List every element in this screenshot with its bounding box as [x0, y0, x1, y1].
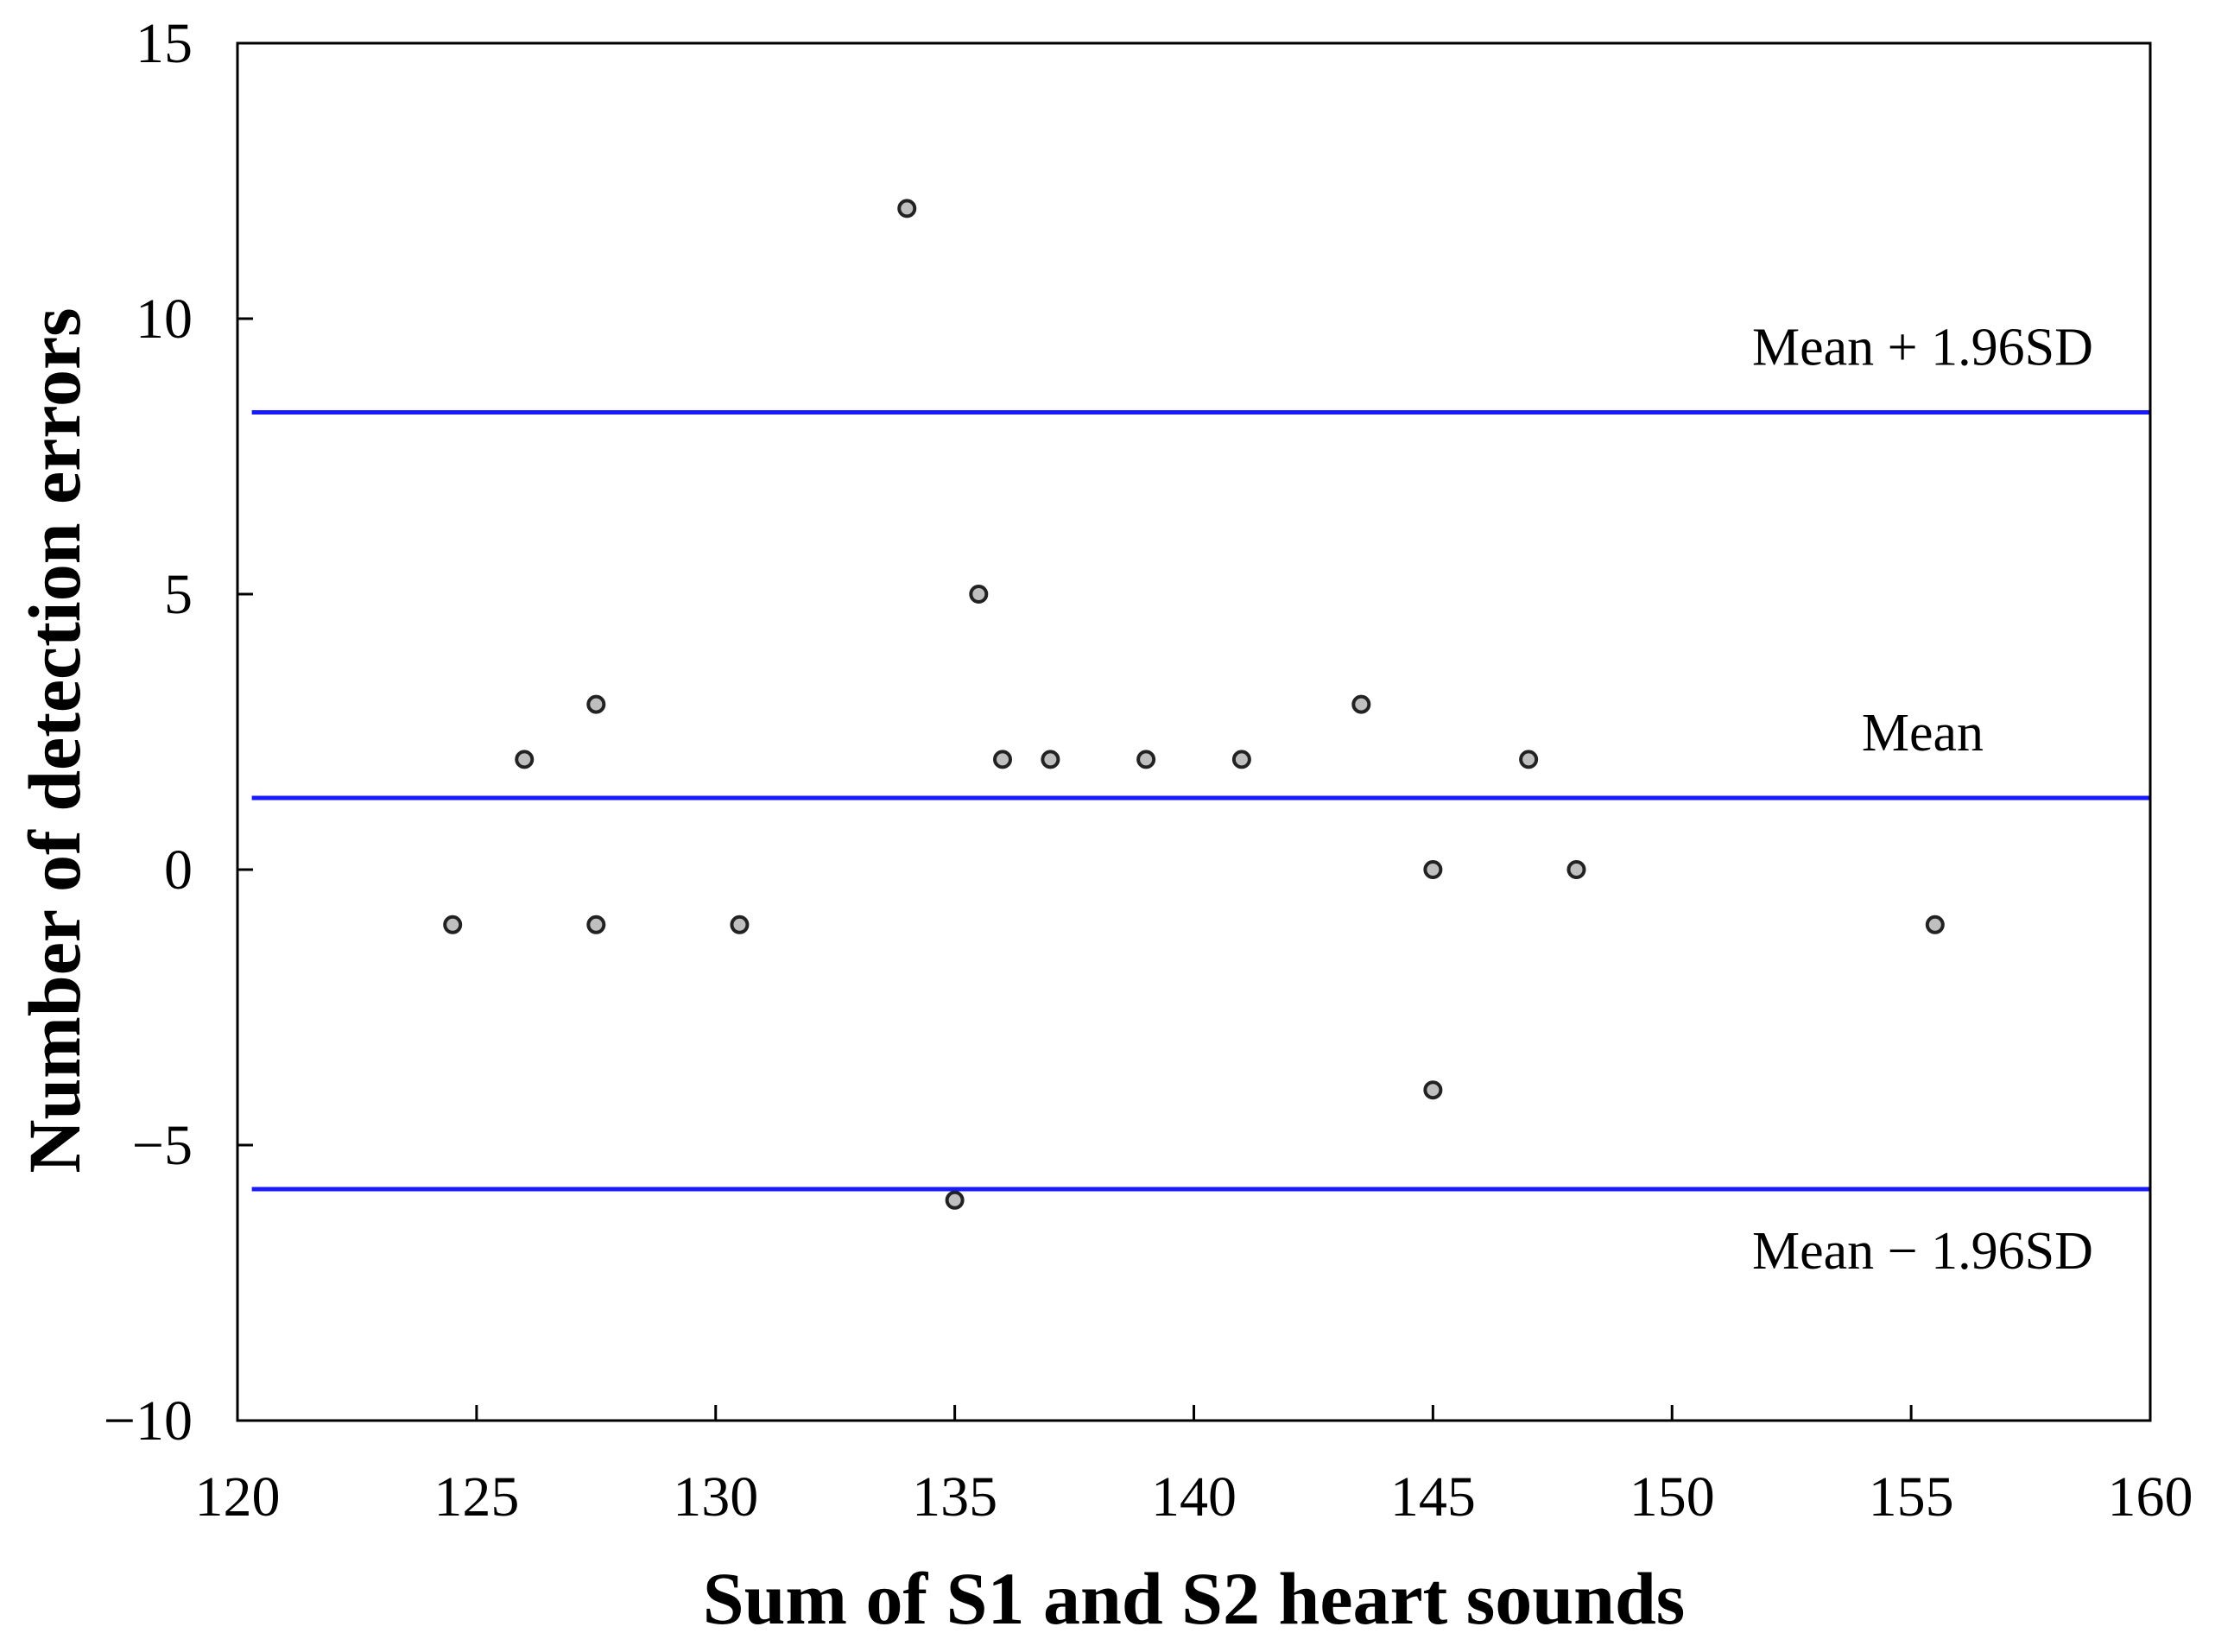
data-point	[443, 915, 463, 934]
reference-lines	[251, 409, 2150, 1192]
x-tick-label: 160	[2108, 1465, 2193, 1529]
y-tick-label: 15	[136, 12, 193, 75]
data-point	[1423, 860, 1443, 879]
data-point	[1423, 1080, 1443, 1100]
y-tick-label: −5	[132, 1114, 193, 1177]
data-point	[586, 915, 606, 934]
data-point	[945, 1190, 965, 1210]
y-tick-label: 0	[164, 839, 193, 902]
x-tick-label: 150	[1630, 1465, 1715, 1529]
x-axis-title: Sum of S1 and S2 heart sounds	[703, 1557, 1685, 1640]
data-point	[1041, 750, 1060, 769]
data-points	[443, 199, 1945, 1210]
data-point	[1566, 860, 1586, 879]
x-tick-label: 130	[673, 1465, 758, 1529]
data-point	[897, 199, 917, 218]
y-axis-ticks: −10 −5 0 5 10 15	[104, 12, 253, 1453]
y-tick-label: −10	[104, 1389, 193, 1453]
data-point	[1519, 750, 1539, 769]
y-axis-title: Number of detection errors	[13, 307, 96, 1173]
data-point	[969, 585, 989, 604]
data-point	[515, 750, 535, 769]
y-tick-label: 5	[164, 563, 193, 626]
data-point	[586, 694, 606, 714]
reference-line-labels: Mean + 1.96SD Mean Mean − 1.96SD	[1752, 318, 2093, 1281]
mean-label: Mean	[1862, 704, 1984, 763]
x-tick-label: 135	[912, 1465, 997, 1529]
x-tick-label: 145	[1390, 1465, 1476, 1529]
x-tick-label: 125	[434, 1465, 519, 1529]
x-tick-label: 155	[1869, 1465, 1954, 1529]
data-point	[1231, 750, 1251, 769]
data-point	[1136, 750, 1156, 769]
x-tick-label: 120	[195, 1465, 281, 1529]
x-tick-label: 140	[1151, 1465, 1237, 1529]
data-point	[730, 915, 750, 934]
lower-limit-label: Mean − 1.96SD	[1752, 1222, 2093, 1281]
upper-limit-label: Mean + 1.96SD	[1752, 318, 2093, 377]
x-axis-ticks: 120 125 130 135 140 145 150 155 160	[195, 1405, 2193, 1529]
data-point	[1351, 694, 1371, 714]
y-tick-label: 10	[136, 288, 193, 351]
data-point	[1925, 915, 1945, 934]
data-point	[993, 750, 1012, 769]
